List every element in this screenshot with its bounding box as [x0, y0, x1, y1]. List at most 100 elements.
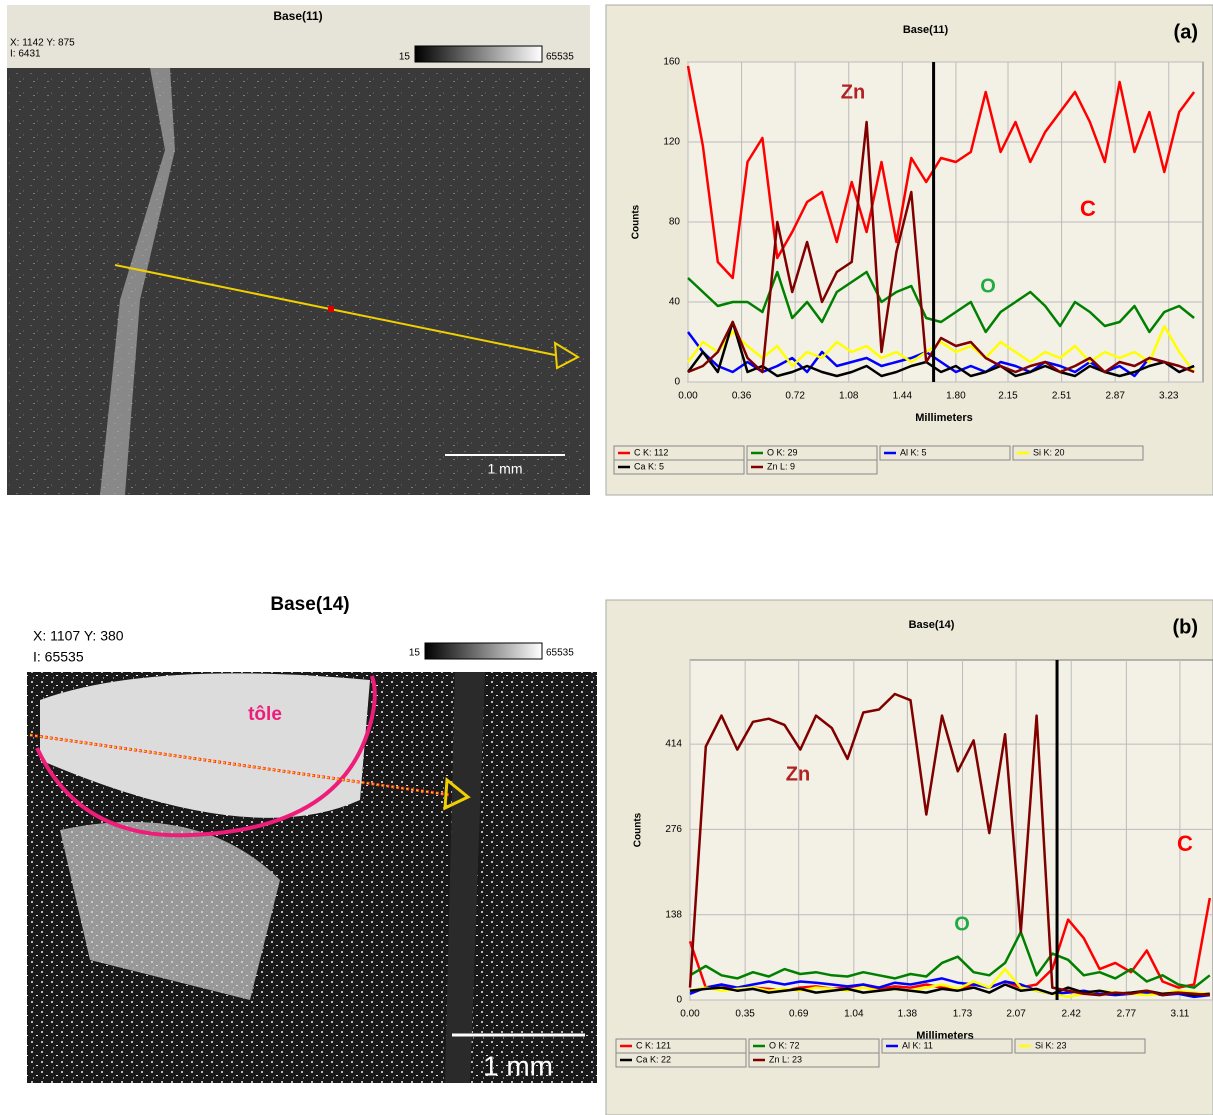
coords: X: 1142 Y: 875	[10, 38, 75, 49]
intensity: I: 65535	[33, 649, 84, 665]
scale-bar-label: 1 mm	[483, 1050, 553, 1081]
y-tick-label: 276	[665, 824, 682, 835]
x-tick-label: 2.15	[998, 391, 1018, 402]
x-tick-label: 3.11	[1171, 1009, 1190, 1020]
image-title: Base(14)	[270, 594, 349, 615]
annotation: Zn	[841, 81, 865, 103]
legend-box	[613, 459, 745, 475]
x-tick-label: 0.69	[789, 1009, 809, 1020]
y-axis-label: Counts	[633, 812, 644, 847]
panel-label: (b)	[1172, 616, 1198, 638]
intensity: I: 6431	[10, 49, 41, 60]
scan-arrow	[553, 341, 581, 370]
legend-label: Ca K: 5	[634, 461, 664, 471]
legend-label: Al K: 5	[900, 447, 927, 457]
chart: Base(14) (b) 0 138 276 414 0.00 0.35 0.69 1.04 1.3…	[605, 599, 1213, 1115]
annotation: Zn	[786, 763, 810, 785]
series-line	[689, 930, 1211, 989]
x-tick-label: 2.51	[1052, 391, 1072, 402]
image-panel-b: Base(14) X: 1107 Y: 380 I: 65535 15 6553…	[27, 594, 597, 1083]
gray-scale	[414, 45, 543, 63]
legend-label: Al K: 11	[902, 1040, 933, 1050]
bright-region	[60, 821, 280, 1000]
dark-band	[445, 672, 485, 1083]
chart: Base(11) (a) 0 40 80 120 160 0.00 0.36 0.72 1.08 1.…	[605, 4, 1213, 496]
x-tick-label: 2.42	[1061, 1009, 1081, 1020]
panel-label: (a)	[1174, 21, 1198, 43]
y-tick-label: 160	[663, 57, 680, 68]
legend-label: O K: 29	[767, 447, 798, 457]
x-tick-label: 0.35	[735, 1009, 755, 1020]
legend-label: Si K: 23	[1035, 1040, 1067, 1050]
scale-min: 15	[399, 52, 411, 63]
legend-box	[746, 459, 878, 475]
chart-title: Base(14)	[909, 619, 955, 631]
x-tick-label: 0.00	[680, 1009, 700, 1020]
x-tick-label: 1.44	[893, 391, 913, 402]
image-panel-a: Base(11) X: 1142 Y: 875 I: 6431 15 65535…	[7, 5, 590, 495]
scan-arrow	[443, 777, 471, 811]
sheet-region	[40, 673, 370, 818]
x-tick-label: 1.04	[844, 1009, 864, 1020]
legend-label: Si K: 20	[1033, 447, 1065, 457]
scale-min: 15	[409, 648, 421, 659]
series-line	[686, 320, 1195, 378]
legend-box	[748, 1052, 880, 1068]
y-tick-label: 138	[665, 909, 682, 920]
legend-box	[881, 1038, 1013, 1054]
y-tick-label: 40	[669, 297, 681, 308]
y-tick-label: 80	[669, 217, 681, 228]
annotation: C	[1080, 196, 1096, 221]
legend-box	[879, 445, 1011, 461]
legend-label: Zn L: 9	[767, 461, 795, 471]
y-tick-label: 120	[663, 137, 680, 148]
series-line	[688, 692, 1210, 997]
annotation: O	[954, 913, 970, 935]
gray-scale	[424, 642, 543, 660]
annotation: C	[1177, 831, 1193, 856]
sheet-outline	[35, 675, 377, 838]
legend-label: Ca K: 22	[636, 1054, 671, 1064]
series-line	[687, 120, 1195, 374]
scale-max: 65535	[546, 648, 574, 659]
legend-box	[615, 1052, 747, 1068]
legend-label: C K: 112	[634, 447, 668, 457]
series-line	[686, 65, 1196, 280]
x-axis-label: Millimeters	[915, 412, 972, 424]
y-tick-label: 0	[674, 377, 680, 388]
legend-label: O K: 72	[769, 1040, 800, 1050]
x-tick-label: 1.08	[839, 391, 859, 402]
y-tick-label: 414	[665, 739, 682, 750]
x-tick-label: 0.36	[732, 391, 752, 402]
x-tick-label: 0.72	[785, 391, 805, 402]
x-tick-label: 1.73	[953, 1009, 973, 1020]
scale-bar-label: 1 mm	[488, 461, 523, 477]
coords: X: 1107 Y: 380	[33, 628, 124, 644]
y-axis-label: Counts	[631, 204, 642, 239]
x-tick-label: 2.77	[1117, 1009, 1137, 1020]
chart-title: Base(11)	[903, 24, 949, 36]
scale-max: 65535	[546, 52, 574, 63]
sheet-label: tôle	[248, 704, 282, 725]
cursor	[328, 306, 334, 312]
x-tick-label: 0.00	[678, 391, 698, 402]
scan-line-overlay	[29, 734, 451, 796]
y-tick-label: 0	[676, 995, 682, 1006]
x-tick-label: 1.38	[898, 1009, 918, 1020]
legend-box	[1014, 1038, 1146, 1054]
x-tick-label: 3.23	[1159, 391, 1179, 402]
x-tick-label: 2.87	[1105, 391, 1125, 402]
scan-line	[114, 264, 556, 356]
x-tick-label: 1.80	[946, 391, 966, 402]
image-title: Base(11)	[273, 9, 322, 23]
series-line	[687, 270, 1195, 334]
series-line	[686, 324, 1196, 373]
annotation: O	[980, 275, 996, 297]
crack	[100, 68, 175, 495]
legend-label: Zn L: 23	[769, 1054, 802, 1064]
legend-label: C K: 121	[636, 1040, 671, 1050]
legend-box	[1012, 445, 1144, 461]
sem-image	[7, 68, 590, 495]
plot-area	[689, 659, 1213, 1001]
